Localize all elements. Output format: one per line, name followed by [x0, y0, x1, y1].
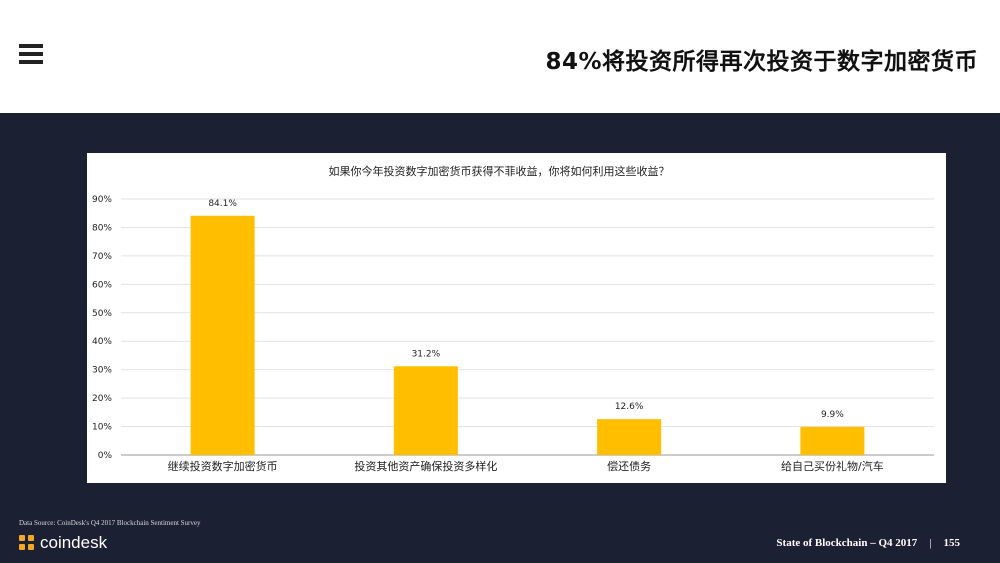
bar [393, 366, 458, 455]
x-category-label: 偿还债务 [607, 459, 651, 473]
y-tick-label: 30% [92, 366, 112, 376]
y-tick-label: 90% [92, 195, 112, 205]
chart-title: 如果你今年投资数字加密货币获得不菲收益，你将如何利用这些收益？ [329, 164, 670, 178]
x-category-label: 投资其他资产确保投资多样化 [354, 459, 497, 473]
bar [190, 215, 255, 455]
header-bar: 84%将投资所得再次投资于数字加密货币 [0, 0, 1000, 113]
bar-value-label: 12.6% [615, 402, 644, 412]
bar-value-label: 31.2% [412, 349, 441, 359]
y-tick-label: 70% [92, 252, 112, 262]
footer-info: State of Blockchain – Q4 2017 | 155 [776, 537, 960, 549]
report-name: State of Blockchain – Q4 2017 [776, 537, 918, 549]
page-number: 155 [943, 537, 961, 549]
y-tick-label: 80% [92, 223, 112, 233]
x-category-label: 给自己买份礼物/汽车 [781, 459, 884, 473]
x-category-label: 继续投资数字加密货币 [168, 459, 278, 473]
slide-title: 84%将投资所得再次投资于数字加密货币 [545, 49, 978, 75]
y-tick-label: 50% [92, 309, 112, 319]
bar-chart: 如果你今年投资数字加密货币获得不菲收益，你将如何利用这些收益？ 0% 10% 20%… [92, 164, 934, 473]
data-source-note: Data Source: CoinDesk's Q4 2017 Blockcha… [19, 519, 201, 527]
y-tick-label: 40% [92, 337, 112, 347]
bar-value-label: 9.9% [821, 410, 844, 420]
y-tick-label: 0% [98, 451, 113, 461]
coindesk-logo[interactable]: coindesk [19, 533, 107, 553]
y-tick-label: 60% [92, 280, 112, 290]
menu-icon[interactable] [19, 44, 43, 64]
bar-value-label: 84.1% [208, 199, 237, 209]
bar [597, 419, 662, 455]
logo-text: coindesk [40, 533, 108, 552]
coindesk-mark-icon [19, 535, 35, 551]
bar [800, 426, 865, 455]
footer-separator: | [929, 537, 932, 549]
y-tick-label: 20% [92, 394, 112, 404]
y-tick-label: 10% [92, 423, 112, 433]
chart-panel: 如果你今年投资数字加密货币获得不菲收益，你将如何利用这些收益？ 0% 10% 20%… [87, 153, 946, 483]
